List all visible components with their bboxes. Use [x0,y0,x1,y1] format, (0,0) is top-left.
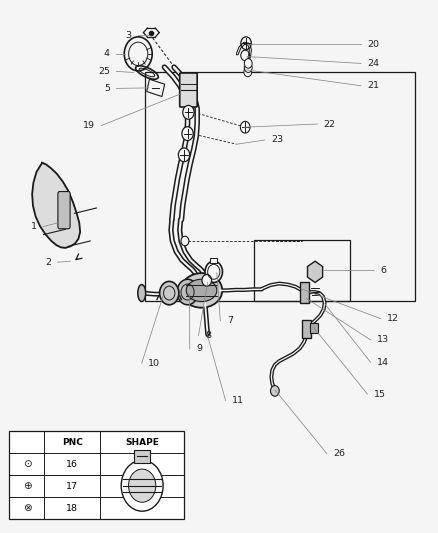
Bar [210,258,217,263]
Text: 22: 22 [324,119,336,128]
Text: 18: 18 [66,504,78,513]
Bar [145,72,416,301]
Text: 5: 5 [104,84,110,93]
Ellipse shape [138,285,146,302]
Text: 10: 10 [148,359,160,368]
Circle shape [202,274,212,286]
Circle shape [178,148,190,162]
Text: 25: 25 [98,67,110,76]
Bar [300,282,308,303]
Text: ⊗: ⊗ [22,503,31,513]
Text: 16: 16 [66,459,78,469]
Circle shape [244,67,252,77]
Text: 24: 24 [367,59,379,68]
Bar [147,79,165,96]
Text: 4: 4 [104,50,110,58]
Text: ⊕: ⊕ [22,481,31,491]
FancyBboxPatch shape [180,73,197,107]
Circle shape [159,281,179,305]
Circle shape [182,127,193,141]
Text: 23: 23 [272,135,283,144]
Text: 2: 2 [45,258,51,266]
Text: 21: 21 [367,81,379,90]
Bar [134,449,150,463]
Ellipse shape [181,273,222,308]
Ellipse shape [186,279,217,302]
Circle shape [244,63,252,72]
Circle shape [183,106,194,119]
Text: 1: 1 [31,222,36,231]
Text: 12: 12 [387,314,399,323]
Circle shape [177,279,198,305]
Text: 3: 3 [126,31,132,40]
Text: 8: 8 [205,331,211,340]
Circle shape [240,122,250,133]
Bar [310,324,318,333]
Text: 26: 26 [333,449,346,458]
Circle shape [205,261,223,282]
Text: PNC: PNC [62,438,83,447]
Circle shape [271,385,279,396]
Text: SHAPE: SHAPE [125,438,159,447]
Circle shape [121,460,163,511]
Text: 6: 6 [381,266,387,274]
FancyBboxPatch shape [58,191,70,229]
Text: ⊙: ⊙ [22,459,31,469]
Circle shape [181,236,189,246]
Bar [10,431,184,519]
Text: 20: 20 [367,40,379,49]
Circle shape [244,59,252,68]
Bar [302,320,311,338]
Bar [254,240,350,301]
Text: 14: 14 [377,358,389,367]
Text: 9: 9 [196,344,202,353]
Text: 17: 17 [66,482,78,490]
Text: 19: 19 [83,121,95,130]
Text: 11: 11 [232,396,244,405]
Text: 7: 7 [227,316,233,325]
Circle shape [128,469,156,502]
Text: 13: 13 [377,335,389,344]
Text: 15: 15 [374,390,386,399]
Polygon shape [32,163,80,248]
